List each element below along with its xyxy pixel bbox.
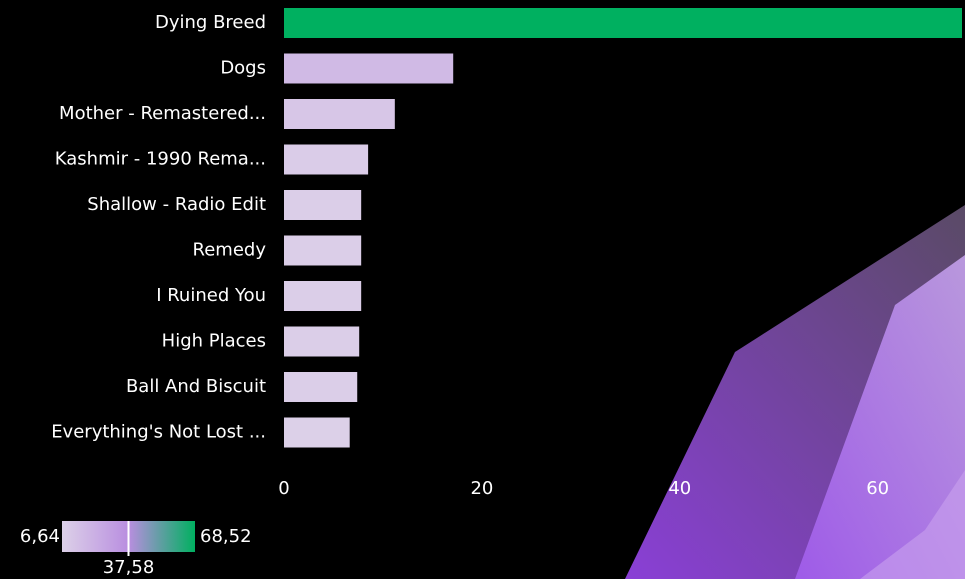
bar — [284, 144, 369, 175]
legend-min-label: 6,64 — [20, 526, 60, 547]
legend-max-label: 68,52 — [200, 526, 252, 547]
bar — [284, 99, 395, 129]
y-tick-label: Dogs — [220, 58, 266, 79]
y-tick-label: High Places — [162, 331, 266, 352]
x-tick-label: 0 — [278, 478, 289, 499]
y-tick-label: Shallow - Radio Edit — [87, 194, 266, 215]
y-tick-label: Dying Breed — [155, 12, 266, 33]
y-tick-label: Kashmir - 1990 Rema... — [55, 149, 266, 170]
x-tick-label: 60 — [866, 478, 889, 499]
bar — [284, 190, 362, 220]
decoration — [860, 470, 965, 579]
bar — [284, 326, 360, 357]
bar — [284, 53, 454, 84]
y-tick-label: Ball And Biscuit — [126, 376, 266, 397]
legend-mid-label: 37,58 — [103, 557, 155, 578]
x-tick-label: 20 — [470, 478, 493, 499]
bar — [284, 235, 362, 266]
y-tick-label: Everything's Not Lost ... — [51, 422, 266, 443]
bar — [284, 417, 350, 448]
decoration — [795, 255, 965, 579]
y-tick-label: I Ruined You — [156, 285, 266, 306]
y-tick-label: Remedy — [193, 240, 267, 261]
bar — [284, 8, 962, 38]
x-tick-label: 40 — [668, 478, 691, 499]
y-tick-label: Mother - Remastered... — [59, 103, 266, 124]
bar — [284, 372, 358, 402]
bar — [284, 281, 362, 311]
plot: 0 20 40 60 Dying Breed Dogs Mother - Remastere… — [51, 8, 962, 499]
